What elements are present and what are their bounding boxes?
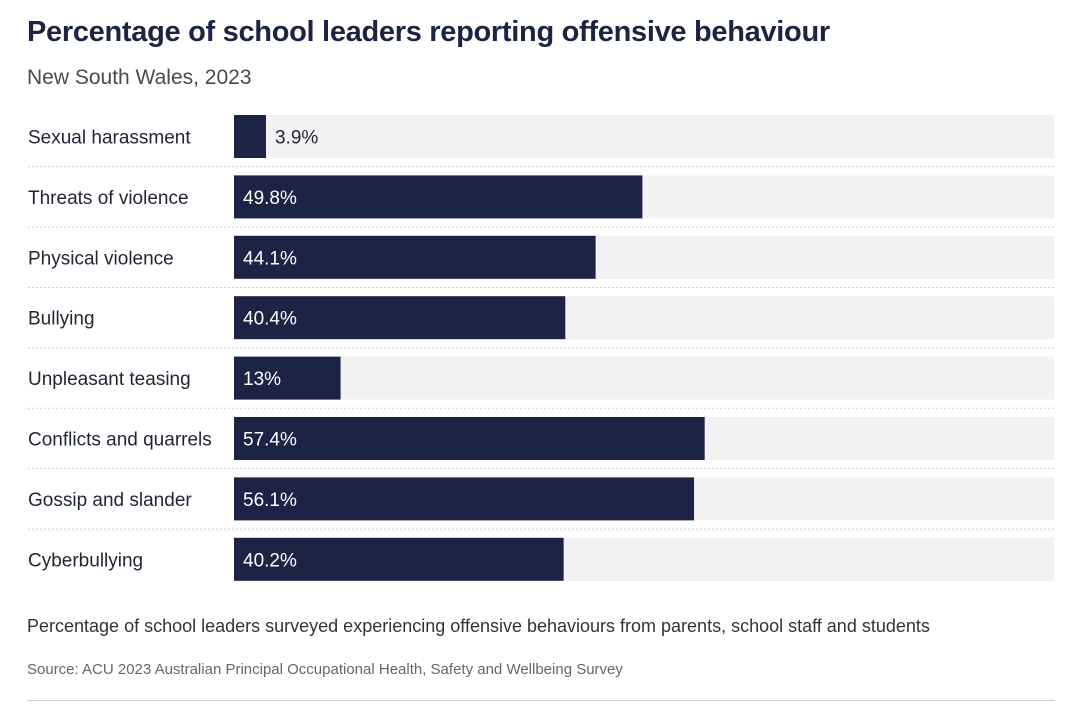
category-label: Bullying bbox=[28, 309, 95, 330]
value-label: 56.1% bbox=[243, 490, 297, 511]
bar bbox=[234, 356, 341, 400]
bar bbox=[234, 296, 566, 340]
category-label: Unpleasant teasing bbox=[28, 369, 191, 390]
category-label: Sexual harassment bbox=[28, 128, 191, 149]
bar bbox=[234, 235, 596, 279]
category-label: Threats of violence bbox=[28, 188, 189, 209]
value-label: 49.8% bbox=[243, 188, 297, 209]
category-label: Physical violence bbox=[28, 248, 174, 269]
value-label: 44.1% bbox=[243, 248, 297, 269]
value-label: 3.9% bbox=[275, 128, 318, 149]
chart-source: Source: ACU 2023 Australian Principal Oc… bbox=[27, 661, 623, 678]
bar bbox=[234, 175, 643, 219]
value-label: 40.2% bbox=[243, 550, 297, 571]
chart-title: Percentage of school leaders reporting o… bbox=[27, 16, 830, 48]
bar bbox=[234, 537, 564, 581]
category-label: Cyberbullying bbox=[28, 550, 143, 571]
chart-subtitle: New South Wales, 2023 bbox=[27, 66, 252, 89]
bar bbox=[234, 417, 705, 460]
category-label: Gossip and slander bbox=[28, 490, 192, 511]
bottom-divider bbox=[27, 700, 1055, 701]
value-label: 57.4% bbox=[243, 430, 297, 451]
bar-track bbox=[234, 115, 1054, 158]
bar-track bbox=[234, 356, 1054, 400]
category-label: Conflicts and quarrels bbox=[28, 430, 212, 451]
bar bbox=[234, 477, 695, 521]
value-label: 13% bbox=[243, 369, 281, 390]
chart-description: Percentage of school leaders surveyed ex… bbox=[27, 616, 930, 636]
value-label: 40.4% bbox=[243, 309, 297, 330]
bar bbox=[234, 115, 266, 158]
